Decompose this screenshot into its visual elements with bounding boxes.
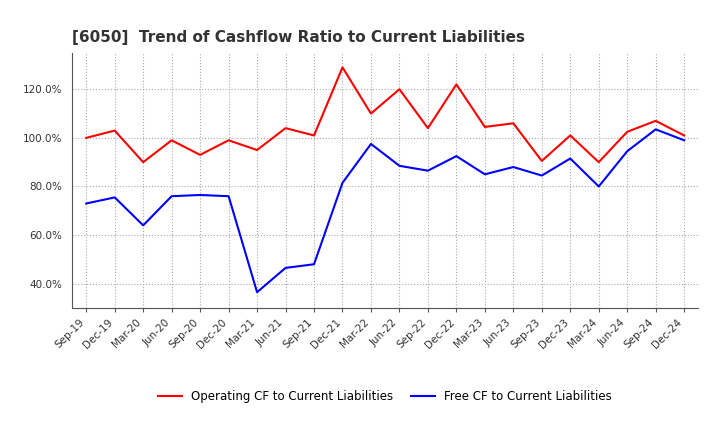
Operating CF to Current Liabilities [423, 125, 432, 131]
Operating CF to Current Liabilities [680, 133, 688, 138]
Free CF to Current Liabilities [595, 184, 603, 189]
Line: Operating CF to Current Liabilities: Operating CF to Current Liabilities [86, 67, 684, 162]
Operating CF to Current Liabilities [196, 152, 204, 158]
Free CF to Current Liabilities [82, 201, 91, 206]
Free CF to Current Liabilities [652, 127, 660, 132]
Operating CF to Current Liabilities [395, 87, 404, 92]
Free CF to Current Liabilities [452, 154, 461, 159]
Free CF to Current Liabilities [480, 172, 489, 177]
Free CF to Current Liabilities [310, 262, 318, 267]
Free CF to Current Liabilities [338, 180, 347, 186]
Operating CF to Current Liabilities [595, 160, 603, 165]
Operating CF to Current Liabilities [310, 133, 318, 138]
Operating CF to Current Liabilities [253, 147, 261, 153]
Text: [6050]  Trend of Cashflow Ratio to Current Liabilities: [6050] Trend of Cashflow Ratio to Curren… [72, 29, 525, 45]
Free CF to Current Liabilities [366, 141, 375, 147]
Operating CF to Current Liabilities [167, 138, 176, 143]
Operating CF to Current Liabilities [139, 160, 148, 165]
Line: Free CF to Current Liabilities: Free CF to Current Liabilities [86, 129, 684, 292]
Operating CF to Current Liabilities [537, 158, 546, 164]
Operating CF to Current Liabilities [110, 128, 119, 133]
Operating CF to Current Liabilities [225, 138, 233, 143]
Free CF to Current Liabilities [623, 149, 631, 154]
Free CF to Current Liabilities [282, 265, 290, 271]
Free CF to Current Liabilities [537, 173, 546, 178]
Free CF to Current Liabilities [395, 163, 404, 169]
Operating CF to Current Liabilities [480, 124, 489, 129]
Free CF to Current Liabilities [423, 168, 432, 173]
Operating CF to Current Liabilities [338, 65, 347, 70]
Operating CF to Current Liabilities [82, 135, 91, 140]
Free CF to Current Liabilities [167, 194, 176, 199]
Free CF to Current Liabilities [225, 194, 233, 199]
Operating CF to Current Liabilities [509, 121, 518, 126]
Legend: Operating CF to Current Liabilities, Free CF to Current Liabilities: Operating CF to Current Liabilities, Fre… [153, 385, 617, 408]
Free CF to Current Liabilities [509, 165, 518, 170]
Free CF to Current Liabilities [110, 195, 119, 200]
Free CF to Current Liabilities [139, 223, 148, 228]
Operating CF to Current Liabilities [652, 118, 660, 124]
Operating CF to Current Liabilities [452, 82, 461, 87]
Operating CF to Current Liabilities [366, 111, 375, 116]
Operating CF to Current Liabilities [623, 129, 631, 135]
Operating CF to Current Liabilities [282, 125, 290, 131]
Operating CF to Current Liabilities [566, 133, 575, 138]
Free CF to Current Liabilities [253, 290, 261, 295]
Free CF to Current Liabilities [196, 192, 204, 198]
Free CF to Current Liabilities [680, 138, 688, 143]
Free CF to Current Liabilities [566, 156, 575, 161]
